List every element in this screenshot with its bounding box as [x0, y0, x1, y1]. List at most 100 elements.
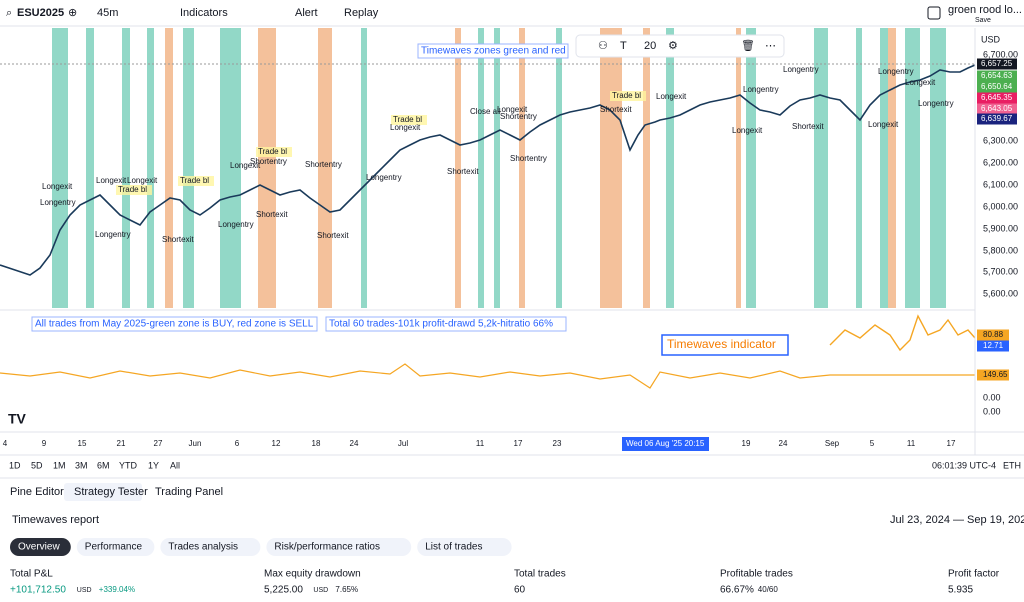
trade-label: Longexit [42, 182, 73, 191]
report-tab-bg [76, 538, 155, 556]
report-tab[interactable]: Trades analysis [168, 542, 238, 553]
symbol[interactable]: ESU2025 [17, 7, 64, 19]
zone [258, 28, 276, 308]
zone [556, 28, 562, 308]
panel-tab[interactable]: Pine Editor [10, 486, 64, 498]
tool[interactable]: ⚇ [598, 40, 608, 52]
trade-label: Shortexit [792, 122, 824, 131]
range-button[interactable]: 1M [53, 460, 66, 470]
metric-value: +101,712.50 [10, 585, 66, 596]
zone [478, 28, 484, 308]
alert[interactable]: Alert [295, 7, 318, 19]
session[interactable]: ETH [1003, 460, 1021, 470]
metric-value: 5.935 [948, 585, 973, 596]
trade-label: Shortexit [447, 167, 479, 176]
range-button[interactable]: YTD [119, 460, 138, 470]
zone [165, 28, 173, 308]
trade-label: Longexit [656, 92, 687, 101]
report-title[interactable]: Timewaves report [12, 514, 99, 526]
price-label: 5,800.00 [983, 245, 1018, 255]
zone [746, 28, 756, 308]
currency: USD [981, 34, 1001, 44]
panel-tab[interactable]: Strategy Tester [74, 486, 148, 498]
interval[interactable]: 45m [97, 7, 118, 19]
panel-tab[interactable]: Trading Panel [155, 486, 223, 498]
date-label: Jul [398, 439, 408, 448]
zone [666, 28, 674, 308]
trade-label: Shortentry [250, 157, 287, 166]
layout-name[interactable]: groen rood lo... [948, 4, 1022, 16]
price-tag-label: 6,650.64 [981, 82, 1013, 91]
zone [86, 28, 94, 308]
trade-label: Longexit [390, 123, 421, 132]
zone [905, 28, 920, 308]
report-tab-bg [417, 538, 512, 556]
tool[interactable]: T [620, 40, 627, 52]
zone [600, 28, 622, 308]
price-tag [977, 70, 1017, 82]
date-label: 19 [742, 439, 751, 448]
trade-label: Longexit [127, 176, 158, 185]
trade-label: Longentry [40, 198, 76, 207]
indicator-tag-label: 80.88 [983, 330, 1004, 339]
range-button[interactable]: 1Y [148, 460, 159, 470]
price-tag [977, 81, 1017, 93]
clock: 06:01:39 UTC-4 [932, 460, 996, 470]
metric-value: 5,225.00 [264, 585, 303, 596]
range-button[interactable]: 3M [75, 460, 88, 470]
report-tab[interactable]: Risk/performance ratios [274, 542, 380, 553]
range-button[interactable]: 1D [9, 460, 21, 470]
metric-unit: USD [313, 587, 328, 594]
indicators[interactable]: Indicators [180, 7, 228, 19]
trade-label: Longentry [95, 230, 131, 239]
metric-extra: 7.65% [335, 585, 358, 594]
drawing-toolbar [575, 34, 785, 58]
trade-label: Longentry [918, 99, 954, 108]
report-tab[interactable]: Performance [85, 542, 143, 553]
date-label: Jun [189, 439, 202, 448]
range-bar: 1D 5D 1M 3M 6M YTD 1Y All [9, 460, 180, 470]
metric-extra: +339.04% [99, 585, 135, 594]
search-icon[interactable]: ⌕ [6, 7, 12, 19]
date-label: 11 [476, 439, 485, 448]
date-range[interactable]: Jul 23, 2024 — Sep 19, 2025 [890, 514, 1024, 526]
date-label: Sep [825, 439, 840, 448]
metric-value: 60 [514, 585, 526, 596]
trade-label: Shortexit [256, 210, 288, 219]
save[interactable]: Save [975, 17, 991, 24]
price-tag [977, 103, 1017, 115]
date-cursor: Wed 06 Aug '25 20:15 [626, 439, 705, 448]
add-symbol[interactable]: ⊕ [68, 7, 77, 19]
annotation-box [661, 334, 789, 356]
price-label: 5,900.00 [983, 223, 1018, 233]
report-tab[interactable]: Overview [18, 542, 60, 553]
date-label: 15 [78, 439, 87, 448]
range-button[interactable]: All [170, 460, 180, 470]
date-label: 17 [514, 439, 523, 448]
font-size[interactable]: 20 [644, 40, 656, 52]
trade-label: Longexit [905, 78, 936, 87]
tool[interactable]: 🗑 [741, 39, 755, 52]
price-label: 6,700.00 [983, 49, 1018, 59]
price-tag-label: 6,645.35 [981, 93, 1013, 102]
metric-value: 66.67% [720, 585, 754, 596]
metric-extra: 40/60 [758, 585, 779, 594]
trade-label: Longexit [732, 126, 763, 135]
range-button[interactable]: 5D [31, 460, 43, 470]
replay[interactable]: Replay [344, 7, 379, 19]
annotation: Total 60 trades-101k profit-drawd 5,2k-h… [329, 319, 553, 330]
metric-name: Profitable trades [720, 569, 793, 580]
date-label: 5 [870, 439, 875, 448]
metric-name: Profit factor [948, 569, 1000, 580]
layout-icon[interactable] [927, 6, 941, 20]
logo: TV [8, 411, 27, 427]
tool[interactable]: ⋯ [765, 40, 776, 52]
bottom-panel [0, 478, 1024, 597]
tool[interactable]: ⚙ [668, 40, 678, 52]
price-tag-label: 6,643.05 [981, 104, 1013, 113]
metric-name: Max equity drawdown [264, 569, 361, 580]
report-tab[interactable]: List of trades [425, 542, 482, 553]
indicator-label: 0.00 [983, 406, 1001, 416]
indicator-tag [977, 340, 1009, 352]
range-button[interactable]: 6M [97, 460, 110, 470]
